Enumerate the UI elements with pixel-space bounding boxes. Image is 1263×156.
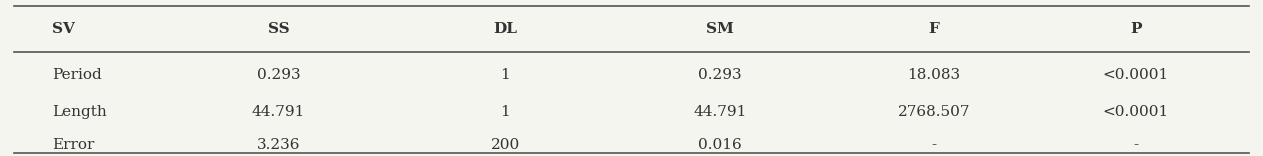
Text: 44.791: 44.791 xyxy=(693,105,746,119)
Text: 1: 1 xyxy=(500,105,510,119)
Text: 1: 1 xyxy=(500,68,510,82)
Text: 44.791: 44.791 xyxy=(251,105,306,119)
Text: 0.293: 0.293 xyxy=(256,68,301,82)
Text: 0.016: 0.016 xyxy=(698,138,741,152)
Text: SV: SV xyxy=(52,22,75,36)
Text: SS: SS xyxy=(268,22,289,36)
Text: 0.293: 0.293 xyxy=(698,68,741,82)
Text: 2768.507: 2768.507 xyxy=(898,105,970,119)
Text: SM: SM xyxy=(706,22,734,36)
Text: 3.236: 3.236 xyxy=(256,138,301,152)
Text: 200: 200 xyxy=(491,138,520,152)
Text: -: - xyxy=(931,138,937,152)
Text: -: - xyxy=(1133,138,1138,152)
Text: P: P xyxy=(1130,22,1142,36)
Text: 18.083: 18.083 xyxy=(907,68,961,82)
Text: <0.0001: <0.0001 xyxy=(1103,105,1168,119)
Text: Error: Error xyxy=(52,138,95,152)
Text: Length: Length xyxy=(52,105,106,119)
Text: F: F xyxy=(928,22,940,36)
Text: DL: DL xyxy=(494,22,518,36)
Text: Period: Period xyxy=(52,68,101,82)
Text: <0.0001: <0.0001 xyxy=(1103,68,1168,82)
